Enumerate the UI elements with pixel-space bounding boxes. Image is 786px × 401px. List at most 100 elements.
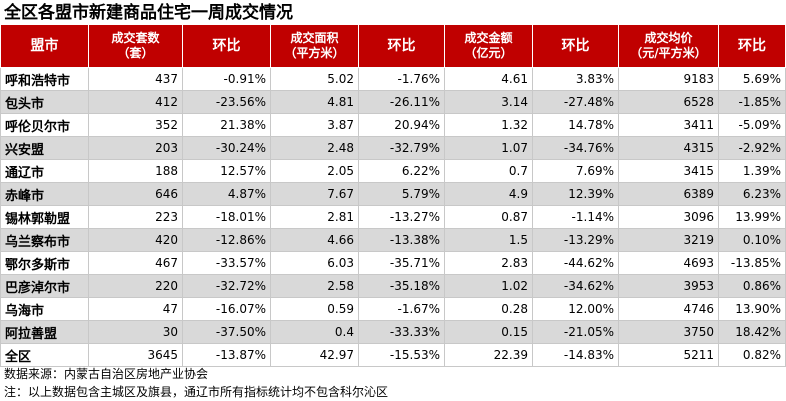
column-header: 成交金额 （亿元）	[444, 24, 533, 68]
value-cell: -32.72%	[182, 274, 271, 298]
region-name-cell: 呼伦贝尔市	[0, 113, 89, 137]
value-cell: 21.38%	[182, 113, 271, 137]
value-cell: 0.87	[444, 205, 533, 229]
value-cell: 14.78%	[532, 113, 619, 137]
value-cell: -18.01%	[182, 205, 271, 229]
table-row: 巴彦淖尔市 220 -32.72% 2.58 -35.18% 1.02 -34.62% 395…	[0, 274, 786, 298]
value-cell: -2.92%	[718, 136, 786, 160]
value-cell: 223	[88, 205, 183, 229]
value-cell: 5211	[618, 343, 719, 367]
value-cell: 0.59	[270, 297, 359, 321]
value-cell: 412	[88, 90, 183, 114]
value-cell: -34.76%	[532, 136, 619, 160]
value-cell: 12.39%	[532, 182, 619, 206]
value-cell: 220	[88, 274, 183, 298]
value-cell: 18.42%	[718, 320, 786, 344]
value-cell: -15.53%	[358, 343, 445, 367]
value-cell: 12.00%	[532, 297, 619, 321]
column-header: 成交均价 （元/平方米）	[618, 24, 719, 68]
column-header-label: 成交金额	[464, 31, 513, 45]
column-header-label: 环比	[387, 37, 416, 54]
value-cell: 0.4	[270, 320, 359, 344]
value-cell: 3645	[88, 343, 183, 367]
value-cell: 467	[88, 251, 183, 275]
value-cell: 4.81	[270, 90, 359, 114]
table-row: 兴安盟 203 -30.24% 2.48 -32.79% 1.07 -34.76% 4315-…	[0, 136, 786, 160]
value-cell: 1.39%	[718, 159, 786, 183]
region-name-cell: 全区	[0, 343, 89, 367]
value-cell: -32.79%	[358, 136, 445, 160]
value-cell: -1.76%	[358, 67, 445, 91]
value-cell: -37.50%	[182, 320, 271, 344]
value-cell: 2.48	[270, 136, 359, 160]
region-name-cell: 阿拉善盟	[0, 320, 89, 344]
value-cell: 7.69%	[532, 159, 619, 183]
value-cell: 6528	[618, 90, 719, 114]
value-cell: 42.97	[270, 343, 359, 367]
table-row: 通辽市 188 12.57% 2.05 6.22% 0.7 7.69% 3415 1.39%	[0, 159, 786, 183]
value-cell: -35.18%	[358, 274, 445, 298]
transactions-table: 盟市 成交套数 （套） 环比 成交面积 （平方米） 环比 成交金额 （亿元） 环比 成交均价 （元/平…	[0, 24, 786, 367]
column-header-label: 成交均价	[644, 31, 693, 45]
value-cell: 6.03	[270, 251, 359, 275]
value-cell: -13.27%	[358, 205, 445, 229]
column-header-label: 盟市	[30, 37, 59, 54]
value-cell: 30	[88, 320, 183, 344]
value-cell: -26.11%	[358, 90, 445, 114]
column-header: 环比	[182, 24, 271, 68]
header-row: 盟市 成交套数 （套） 环比 成交面积 （平方米） 环比 成交金额 （亿元） 环比 成交均价 （元/平…	[0, 24, 786, 68]
value-cell: 2.58	[270, 274, 359, 298]
value-cell: 0.86%	[718, 274, 786, 298]
value-cell: 2.05	[270, 159, 359, 183]
value-cell: 2.81	[270, 205, 359, 229]
value-cell: 4.9	[444, 182, 533, 206]
value-cell: -14.83%	[532, 343, 619, 367]
value-cell: 3096	[618, 205, 719, 229]
value-cell: 13.90%	[718, 297, 786, 321]
column-header-label: 环比	[212, 37, 241, 54]
value-cell: -13.85%	[718, 251, 786, 275]
value-cell: -5.09%	[718, 113, 786, 137]
value-cell: 4315	[618, 136, 719, 160]
value-cell: -44.62%	[532, 251, 619, 275]
value-cell: 20.94%	[358, 113, 445, 137]
value-cell: -1.85%	[718, 90, 786, 114]
column-header: 环比	[532, 24, 619, 68]
value-cell: -33.57%	[182, 251, 271, 275]
column-header: 成交面积 （平方米）	[270, 24, 359, 68]
value-cell: 6.23%	[718, 182, 786, 206]
value-cell: 646	[88, 182, 183, 206]
value-cell: -1.14%	[532, 205, 619, 229]
table-row: 包头市 412 -23.56% 4.81 -26.11% 3.14 -27.48% 6528-…	[0, 90, 786, 114]
region-name-cell: 兴安盟	[0, 136, 89, 160]
table-row: 锡林郭勒盟 223 -18.01% 2.81 -13.27% 0.87 -1.14% 3096…	[0, 205, 786, 229]
value-cell: 5.02	[270, 67, 359, 91]
table-row: 乌兰察布市 420 -12.86% 4.66 -13.38% 1.5 -13.29% 3219…	[0, 228, 786, 252]
table-row: 乌海市 47 -16.07% 0.59 -1.67% 0.28 12.00% 4746 13.9…	[0, 297, 786, 321]
source-note: 数据来源：内蒙古自治区房地产业协会	[4, 367, 209, 381]
value-cell: 3219	[618, 228, 719, 252]
value-cell: -34.62%	[532, 274, 619, 298]
region-name-cell: 呼和浩特市	[0, 67, 89, 91]
value-cell: -12.86%	[182, 228, 271, 252]
value-cell: -35.71%	[358, 251, 445, 275]
column-header: 环比	[358, 24, 445, 68]
value-cell: -1.67%	[358, 297, 445, 321]
value-cell: 3.87	[270, 113, 359, 137]
region-name-cell: 乌海市	[0, 297, 89, 321]
value-cell: 0.28	[444, 297, 533, 321]
value-cell: 0.82%	[718, 343, 786, 367]
table-row: 赤峰市 646 4.87% 7.67 5.79% 4.9 12.39% 6389 6.23%	[0, 182, 786, 206]
value-cell: -33.33%	[358, 320, 445, 344]
value-cell: 3953	[618, 274, 719, 298]
value-cell: 3.83%	[532, 67, 619, 91]
value-cell: 1.32	[444, 113, 533, 137]
value-cell: 47	[88, 297, 183, 321]
column-header: 成交套数 （套）	[88, 24, 183, 68]
region-name-cell: 通辽市	[0, 159, 89, 183]
table-row: 呼和浩特市 437 -0.91% 5.02 -1.76% 4.61 3.83% 9183 5.6…	[0, 67, 786, 91]
column-header-label: 成交套数	[111, 31, 160, 45]
region-name-cell: 锡林郭勒盟	[0, 205, 89, 229]
value-cell: 1.07	[444, 136, 533, 160]
column-header-label: 成交面积	[290, 31, 339, 45]
